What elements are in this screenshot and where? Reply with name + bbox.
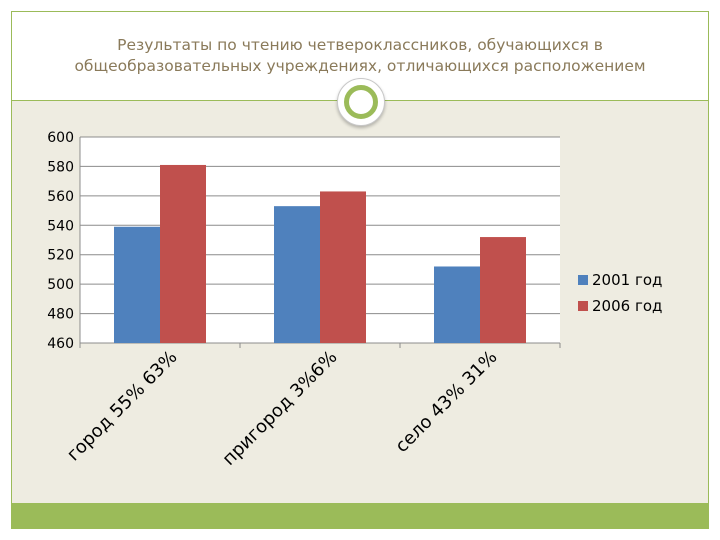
y-tick-label: 520: [47, 248, 74, 264]
circle-ornament-icon: [337, 78, 385, 126]
bar-2006: [160, 164, 206, 343]
y-tick-label: 500: [47, 277, 74, 293]
bar-2001: [114, 226, 160, 343]
footer-bar: [12, 503, 708, 528]
x-category-label: пригород 3%6%: [218, 347, 341, 470]
slide-title-line-1: Результаты по чтению четвероклассников, …: [117, 36, 603, 54]
legend-swatch: [578, 275, 588, 285]
y-tick-label: 600: [47, 130, 74, 146]
slide-title-line-2: общеобразовательных учреждениях, отличаю…: [74, 57, 646, 75]
bar-2006: [480, 237, 526, 343]
y-tick-label: 580: [47, 159, 74, 175]
legend-swatch: [578, 301, 588, 311]
slide-title: Результаты по чтению четвероклассников, …: [20, 35, 700, 77]
legend-label: 2006 год: [592, 297, 662, 315]
legend-label: 2001 год: [592, 271, 662, 289]
bar-2001: [434, 266, 480, 343]
bar-chart: 460 480 500 520 540 560 580 600 город 55% 63% при…: [47, 130, 662, 470]
bar-2006: [320, 191, 366, 343]
x-category-label: село 43% 31%: [391, 347, 501, 457]
y-tick-label: 480: [47, 307, 74, 323]
chart-panel: 460 480 500 520 540 560 580 600 город 55% 63% при…: [32, 128, 692, 488]
y-tick-label: 540: [47, 218, 74, 234]
circle-ornament-ring: [344, 85, 378, 119]
y-tick-label: 460: [47, 336, 74, 352]
y-tick-label: 560: [47, 189, 74, 205]
x-category-label: город 55% 63%: [63, 347, 182, 466]
bar-2001: [274, 206, 320, 343]
